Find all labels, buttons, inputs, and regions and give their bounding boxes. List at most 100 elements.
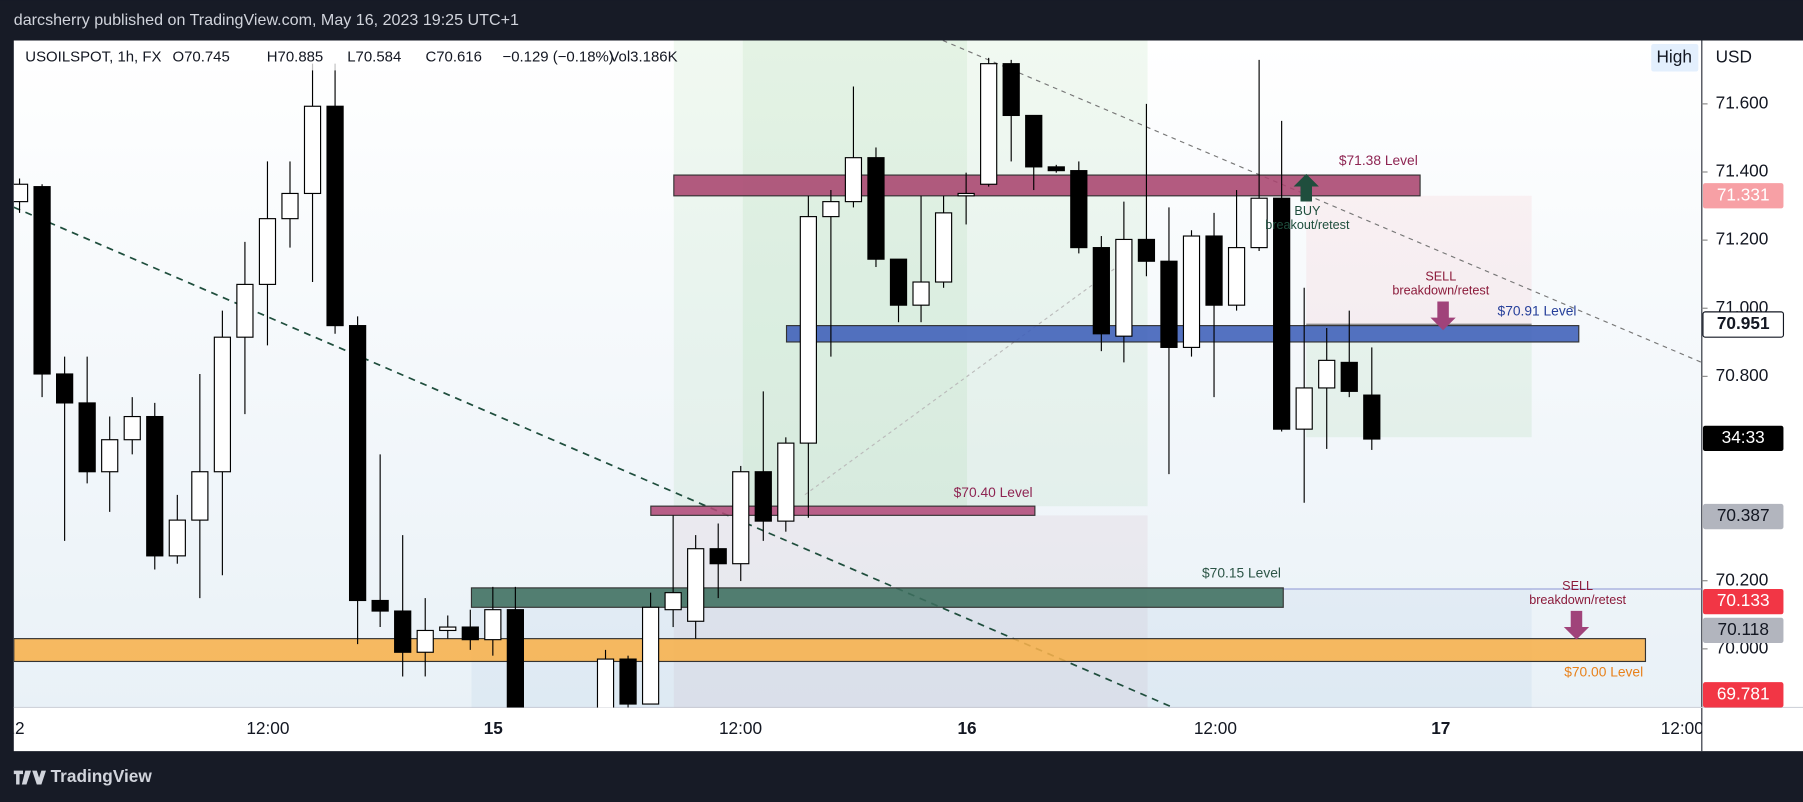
x-tick-label: 17: [1431, 718, 1450, 738]
candle-body: [101, 439, 119, 473]
candle-body: [619, 658, 637, 705]
candle-body: [957, 192, 975, 197]
shade: [673, 40, 1148, 507]
candle-body: [799, 216, 817, 444]
countdown: 34:33: [1722, 427, 1765, 447]
candles: [13, 57, 1381, 708]
x-tick-label: 12:00: [246, 718, 289, 738]
candle-body: [416, 629, 434, 653]
buy-arrow: [1293, 173, 1319, 202]
connector-line: [804, 255, 1133, 496]
level-zone: [13, 638, 1647, 663]
y-tick-label: 71.600: [1716, 92, 1769, 112]
x-tick-label: 16: [957, 718, 976, 738]
x-tick-label: 12:00: [1194, 718, 1237, 738]
candle-body: [33, 186, 51, 375]
candle-body: [484, 609, 502, 641]
candle-body: [394, 610, 412, 653]
candle-body: [822, 201, 840, 218]
brand: TradingView: [51, 766, 153, 786]
y-tick-label: 70.200: [1716, 569, 1769, 589]
sell-arrow: [1430, 301, 1456, 331]
y-tick-label: 71.400: [1716, 161, 1769, 181]
candle-body: [191, 471, 209, 521]
candle-body: [258, 218, 277, 285]
level-label: $71.38 Level: [1339, 153, 1418, 168]
legend-change: −0.129 (−0.18%): [502, 49, 613, 66]
currency: USD: [1716, 46, 1752, 66]
level-label: $70.40 Level: [954, 485, 1033, 500]
candle-body: [168, 519, 186, 557]
candle-body: [1227, 247, 1246, 306]
candle-body: [596, 658, 615, 708]
candle-body: [439, 626, 457, 632]
legend-volume: Vol3.186K: [609, 49, 677, 66]
candle-body: [732, 471, 750, 565]
candle-body: [1002, 63, 1020, 117]
annotation-text: breakdown/retest: [1392, 284, 1489, 298]
candle-body: [348, 325, 367, 602]
shade: [742, 40, 968, 507]
candle-body: [1025, 114, 1043, 168]
candle-body: [1047, 166, 1065, 172]
candle-body: [326, 105, 344, 327]
candle-body: [912, 281, 930, 306]
candle-body: [1070, 170, 1088, 249]
shade: [673, 515, 1148, 708]
candle-body: [213, 336, 232, 473]
candle-body: [709, 548, 727, 565]
price-marker-label: 71.331: [1717, 184, 1770, 204]
level-label: $70.00 Level: [1564, 665, 1643, 680]
candle-body: [461, 626, 479, 641]
x-tick-label: 12: [5, 718, 24, 738]
sell-arrow: [1563, 610, 1590, 640]
candle-body: [934, 212, 953, 283]
candle-body: [1295, 387, 1313, 430]
candle-body: [754, 471, 772, 522]
candle-body: [371, 599, 389, 612]
price-marker: [1702, 311, 1785, 338]
price-marker: [1702, 589, 1784, 615]
candle-body: [506, 609, 524, 708]
candle-body: [236, 283, 254, 338]
y-tick-label: 70.800: [1716, 365, 1769, 385]
candle-body: [1250, 197, 1268, 249]
overlay: USOILSPOT, 1h, FX O70.745 H70.885 L70.584 C7…: [16, 45, 1785, 708]
candle-body: [303, 105, 322, 195]
annotation-title: SELL: [1425, 270, 1456, 284]
candle-body: [123, 415, 141, 441]
legend-low: L70.584: [347, 49, 401, 66]
legend-bg: [16, 45, 661, 71]
price-marker: [1702, 682, 1784, 708]
legend-symbol: USOILSPOT, 1h, FX: [25, 49, 161, 66]
candle-body: [777, 442, 795, 522]
x-tick-label: 12:00: [1661, 718, 1704, 738]
candle-body: [1115, 238, 1133, 337]
price-marker: [1702, 617, 1784, 644]
x-ticks: 12 12:00 15 12:00 16 12:00 17 12:00: [5, 718, 1704, 738]
candle-body: [1205, 235, 1223, 306]
publisher: darcsherry published on TradingView.com,…: [14, 11, 519, 29]
candle-body: [55, 373, 74, 404]
candle-body: [867, 157, 885, 260]
level-zone: [470, 587, 1284, 608]
candle-body: [1160, 260, 1178, 348]
candle-body: [664, 592, 682, 611]
candle-body: [980, 63, 998, 185]
price-marker: [1702, 183, 1784, 209]
level-zone: [785, 325, 1580, 343]
level-label: $70.91 Level: [1498, 304, 1577, 319]
price-marker-label: 69.781: [1717, 683, 1770, 703]
candle-body: [641, 606, 660, 705]
candle-body: [1182, 235, 1201, 348]
candle-body: [1363, 394, 1381, 440]
candle-body: [281, 192, 299, 220]
candle-body: [889, 258, 908, 306]
price-marker-label: 70.118: [1717, 619, 1768, 639]
x-tick-label: 12:00: [719, 718, 762, 738]
candle-body: [844, 157, 863, 203]
candle-body: [78, 402, 96, 473]
candle-body: [1273, 197, 1291, 430]
